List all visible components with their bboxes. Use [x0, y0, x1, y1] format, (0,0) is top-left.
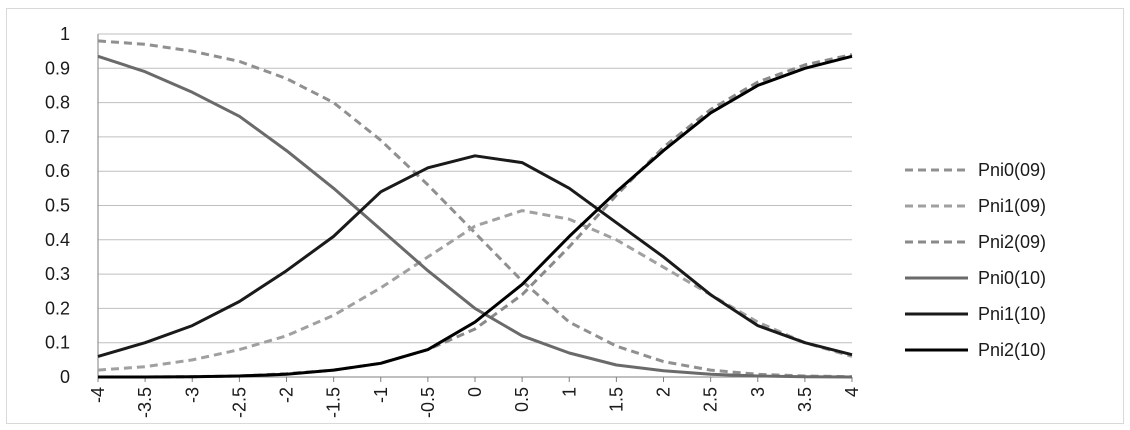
- x-tick-label: -1: [371, 387, 391, 403]
- chart-frame: [6, 8, 1124, 424]
- y-tick-label: 0.1: [45, 333, 70, 353]
- legend-label: Pni0(09): [978, 160, 1046, 180]
- x-tick-label: 3.5: [795, 387, 815, 412]
- axes: 0 0.1 0.2 0.3 0.4 0.5 0.6 0.7 0.8 0.9 1 -4 -3.5 -3 -2.…: [45, 24, 862, 418]
- y-tick-label: 0.7: [45, 127, 70, 147]
- x-tick-label: -4: [88, 387, 108, 403]
- series-line: [97, 209, 853, 372]
- series-lines: [97, 39, 853, 379]
- x-tick-label: 0: [465, 387, 485, 397]
- x-tick-label: -2.5: [229, 387, 249, 418]
- x-tick-label: 1.5: [606, 387, 626, 412]
- y-tick-label: 0.8: [45, 93, 70, 113]
- series-line: [97, 39, 853, 379]
- x-tick-label: 1: [559, 387, 579, 397]
- y-tick-label: 0.9: [45, 58, 70, 78]
- y-tick-label: 0: [60, 367, 70, 387]
- x-tick-label: -2: [277, 387, 297, 403]
- x-tick-label: -0.5: [418, 387, 438, 418]
- legend-label: Pni0(10): [978, 268, 1046, 288]
- x-tick-label: -3.5: [135, 387, 155, 418]
- x-tick-label: -3: [182, 387, 202, 403]
- series-line: [98, 53, 853, 379]
- x-tick-label: 0.5: [512, 387, 532, 412]
- legend-label: Pni1(09): [978, 196, 1046, 216]
- y-tick-label: 0.6: [45, 161, 70, 181]
- y-tick-label: 0.2: [45, 298, 70, 318]
- legend-label: Pni1(10): [978, 304, 1046, 324]
- series-line: [97, 154, 853, 358]
- x-tick-label: 2.5: [701, 387, 721, 412]
- legend: Pni0(09) Pni1(09) Pni2(09) Pni0(10) Pni1(10)…: [905, 160, 1046, 360]
- x-tick-label: -1.5: [324, 387, 344, 418]
- series-line: [98, 54, 853, 379]
- x-tick-label: 3: [748, 387, 768, 397]
- legend-label: Pni2(10): [978, 340, 1046, 360]
- y-tick-label: 0.4: [45, 230, 70, 250]
- y-tick-label: 0.5: [45, 196, 70, 216]
- y-tick-label: 1: [60, 24, 70, 44]
- y-tick-label: 0.3: [45, 264, 70, 284]
- x-tick-label: 4: [842, 387, 862, 397]
- legend-label: Pni2(09): [978, 232, 1046, 252]
- x-tick-label: 2: [654, 387, 674, 397]
- gridlines: [98, 33, 852, 378]
